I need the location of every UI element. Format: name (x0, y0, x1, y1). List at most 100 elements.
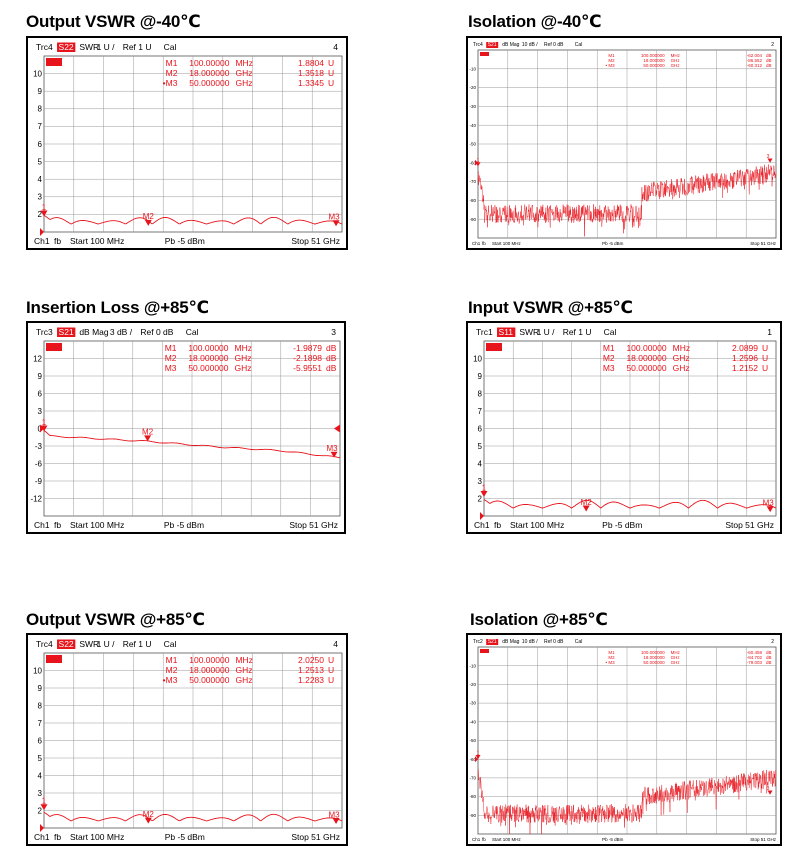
trace-number: 2 (771, 42, 774, 48)
footer-power: Pb -5 dBm (165, 832, 205, 842)
y-tick-label: -40 (469, 123, 476, 128)
ref-label: Ref 0 dB (140, 327, 173, 337)
marker-y-unit: U (328, 655, 334, 665)
marker-label: 1 (477, 158, 480, 164)
param-label: S22 (59, 639, 74, 649)
y-tick-label: 9 (38, 684, 43, 693)
y-tick-label: 9 (38, 372, 43, 381)
ref-level-right-arrow (334, 424, 340, 433)
marker-triangle (40, 425, 48, 432)
marker-label: M3 (763, 499, 775, 508)
trace-id-box (480, 649, 489, 653)
marker-y-unit: dB (766, 650, 772, 655)
cal-label: Cal (164, 639, 177, 649)
marker-y-unit: U (328, 58, 334, 68)
marker-name: • M3 (606, 63, 616, 68)
marker-x-value: 100.00000 (188, 343, 228, 353)
footer-fb: fb (482, 837, 486, 842)
footer-power: Pb -5 dBm (602, 520, 642, 530)
footer-stop: Stop 51 GHz (750, 241, 777, 246)
footer-start: Start 100 MHz (70, 236, 124, 246)
marker-label: 1 (42, 203, 47, 212)
marker-name: •M3 (163, 675, 178, 685)
panel-title: Output VSWR @+85℃ (26, 610, 205, 629)
param-label: S21 (59, 327, 74, 337)
y-tick-label: 7 (38, 719, 43, 728)
y-tick-label: 9 (38, 87, 43, 96)
marker-x-value: 18.000000 (189, 665, 229, 675)
marker-x-value: 100.00000 (189, 655, 229, 665)
y-tick-label: 4 (478, 459, 483, 468)
scale-label: 10 dB / (522, 42, 538, 48)
footer-fb: fb (482, 241, 486, 246)
y-tick-label: -6 (35, 459, 43, 468)
footer-start: Start 100 MHz (70, 832, 124, 842)
y-tick-label: 5 (38, 754, 43, 763)
marker-x-value: 50.000000 (643, 660, 665, 665)
marker-name: M2 (608, 655, 615, 660)
scale-label: 1 U / (97, 639, 116, 649)
marker-x-value: 100.000000 (641, 650, 665, 655)
format-label: dB Mag (79, 327, 109, 337)
footer-start: Start 100 MHz (70, 520, 124, 530)
trace-number: 3 (331, 327, 336, 337)
panel-title: Insertion Loss @+85℃ (26, 298, 209, 317)
vna-chart: Trc2 S21 dB Mag 10 dB / Ref 0 dB Cal 2 -10 -20 -3… (469, 639, 777, 842)
y-tick-label: -80 (469, 198, 476, 203)
trace-id-box (46, 655, 62, 663)
marker-y-value: -2.1898 (293, 353, 322, 363)
trace-number: 2 (771, 639, 774, 645)
footer-stop: Stop 51 GHz (725, 520, 774, 530)
marker-label: M3 (327, 444, 339, 453)
param-badge (486, 42, 499, 48)
param-badge (57, 639, 76, 649)
footer-channel: Ch1 (474, 520, 490, 530)
marker-y-value: -1.9879 (293, 343, 322, 353)
y-tick-label: -40 (469, 719, 476, 724)
marker-label: 1 (477, 750, 480, 756)
footer-start: Start 100 MHz (492, 837, 522, 842)
trace-line (43, 811, 343, 822)
marker-y-unit: U (328, 78, 334, 88)
chart-frame-output-vswr-p85: Trc4 S22 SWR 1 U / Ref 1 U Cal 4 10 9 8 7 6 5 4 3 2 M1 10… (26, 633, 348, 846)
cal-label: Cal (164, 42, 177, 52)
marker-x-value: 18.000000 (189, 68, 229, 78)
marker-name: M1 (166, 58, 178, 68)
marker-name: • M3 (606, 660, 616, 665)
scale-label: 1 U / (97, 42, 116, 52)
param-label: S11 (499, 327, 514, 337)
scale-label: 3 dB / (110, 327, 133, 337)
y-tick-label: -10 (469, 663, 476, 668)
trace-number: 1 (767, 327, 772, 337)
marker-x-value: 100.00000 (189, 58, 229, 68)
trace-label: Trc3 (36, 327, 53, 337)
footer-power: Pb -5 dBm (602, 241, 624, 246)
marker-triangle (332, 220, 340, 227)
marker-x-unit: MHz (235, 655, 252, 665)
marker-x-value: 18.000000 (643, 655, 665, 660)
vna-chart: Trc4 S21 dB Mag 10 dB / Ref 0 dB Cal 2 -10 -20 -3… (469, 42, 777, 246)
trace-number: 4 (333, 42, 338, 52)
y-tick-label: -9 (35, 477, 43, 486)
marker-y-unit: dB (766, 655, 772, 660)
marker-y-value: 2.0899 (732, 343, 758, 353)
ref-label: Ref 0 dB (544, 639, 564, 645)
scale-label: 1 U / (537, 327, 556, 337)
marker-triangle (582, 505, 590, 512)
marker-x-value: 18.000000 (643, 58, 665, 63)
marker-y-unit: U (328, 665, 334, 675)
ref-level-left-arrow (475, 756, 478, 763)
footer-start: Start 100 MHz (510, 520, 564, 530)
trace-label: Trc4 (473, 42, 483, 48)
marker-label: M2 (142, 428, 154, 437)
footer-channel: Ch1 (34, 236, 50, 246)
trace-line (43, 429, 341, 459)
marker-x-value: 100.000000 (641, 53, 665, 58)
cal-label: Cal (575, 42, 583, 48)
marker-y-value: 1.2513 (298, 665, 324, 675)
marker-x-unit: GHz (671, 655, 681, 660)
chart-frame-output-vswr-m40: Trc4 S22 SWR 1 U / Ref 1 U Cal 4 10 9 8 7 6 5 4 3 2 M1 10… (26, 36, 348, 250)
marker-y-unit: dB (326, 353, 337, 363)
y-tick-label: 2 (38, 210, 43, 219)
trace-label: Trc1 (476, 327, 493, 337)
